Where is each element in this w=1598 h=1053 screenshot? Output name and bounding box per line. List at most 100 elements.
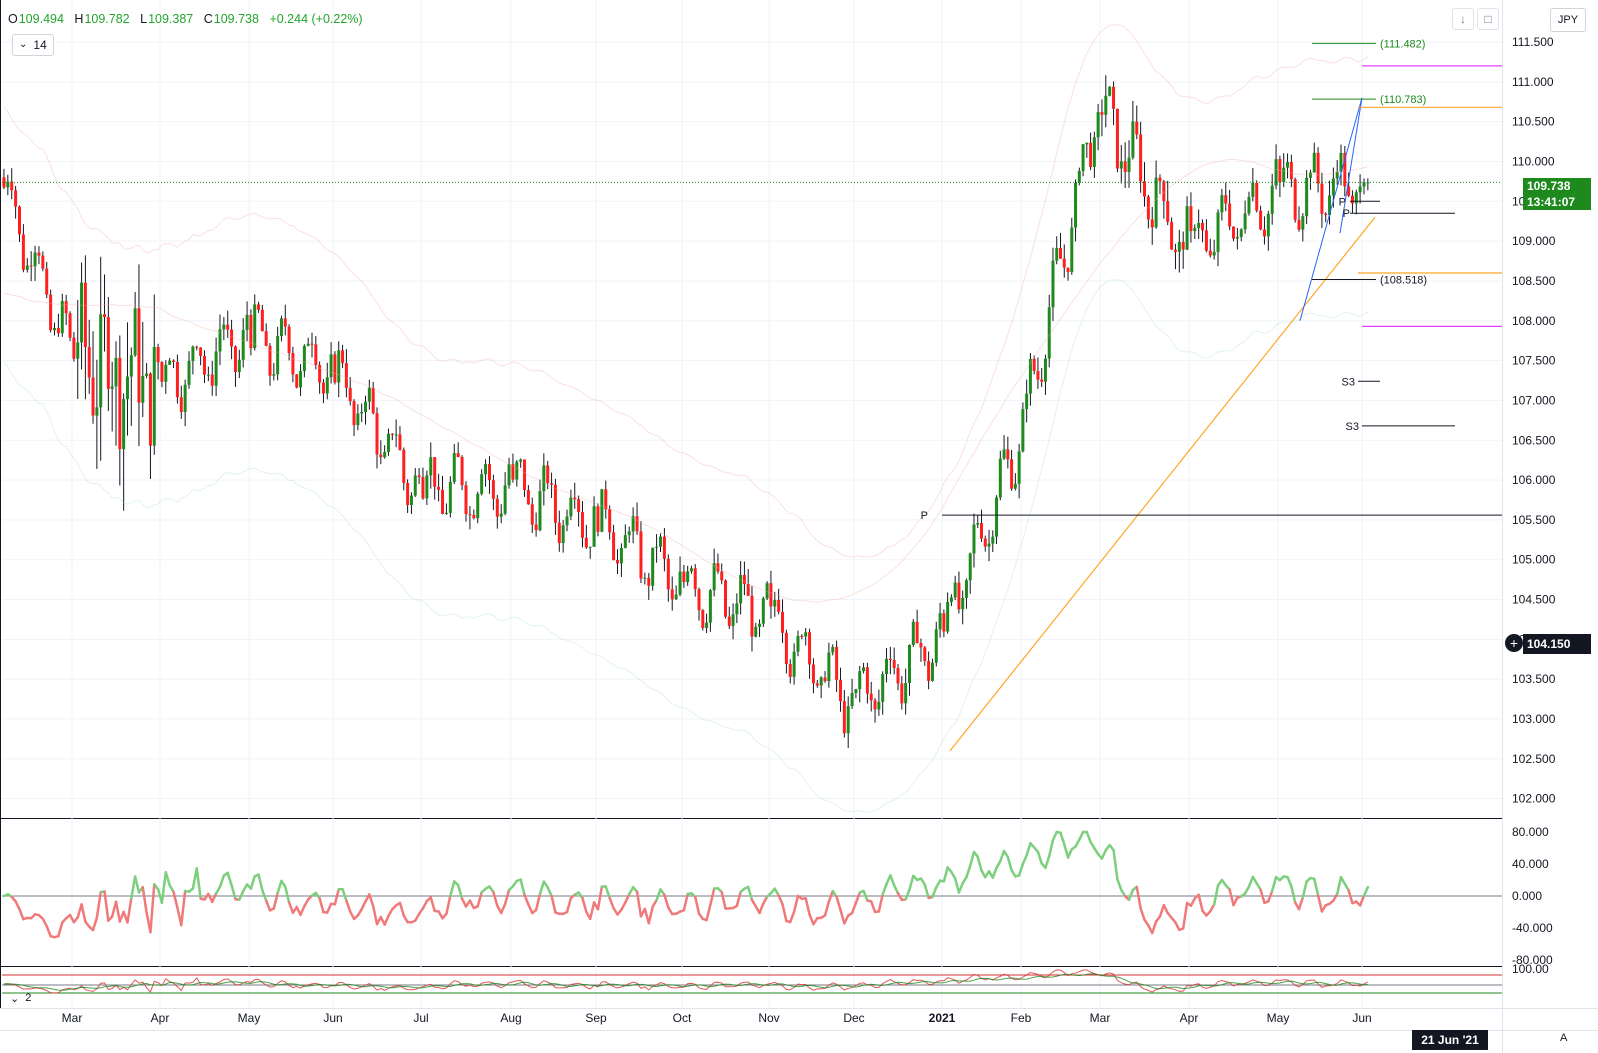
candle-up (1081, 144, 1085, 172)
oscillator-segment-negative (272, 891, 279, 910)
candle-up (651, 547, 655, 586)
candle-down (800, 635, 804, 637)
oscillator-segment-negative (527, 903, 534, 915)
candle-down (398, 434, 402, 450)
annotation-label: (111.482) (1380, 38, 1425, 50)
upper-band-line (3, 24, 1369, 558)
oscillator-segment-positive (995, 859, 1002, 870)
oscillator-segment-positive (1112, 848, 1119, 881)
candle-up (773, 599, 777, 607)
add-alert-icon[interactable]: + (1505, 634, 1523, 652)
candle-down (1170, 221, 1174, 250)
candle-up (1127, 157, 1131, 172)
candle-down (441, 489, 445, 514)
candle-down (230, 329, 234, 347)
fullscreen-icon[interactable]: □ (1477, 8, 1499, 30)
candle-down (318, 365, 322, 383)
candle-down (344, 363, 348, 388)
candle-up (114, 357, 118, 387)
candle-down (348, 387, 352, 402)
current-price-value: 109.738 (1527, 179, 1571, 193)
oscillator-2-legend[interactable]: ⌄ 2 (10, 992, 31, 1005)
oscillator-segment-negative (421, 899, 429, 910)
price-tick-label: 103.000 (1512, 712, 1556, 726)
oscillator-segment-negative (1181, 901, 1189, 930)
change-value: +0.244 (+0.22%) (269, 12, 363, 26)
candle-down (203, 356, 206, 375)
candle-up (1092, 137, 1096, 167)
candle-down (835, 646, 839, 680)
auto-scale-button[interactable]: A (1560, 1032, 1568, 1044)
candle-up (191, 346, 195, 361)
oscillator-segment-positive (546, 886, 553, 898)
candles (2, 75, 1370, 749)
annotation-label: (110.783) (1380, 94, 1426, 106)
candle-up (655, 546, 659, 548)
candle-up (712, 563, 716, 591)
oscillator-segment-negative (896, 892, 904, 902)
candle-up (1282, 167, 1286, 183)
download-icon[interactable]: ↓ (1452, 8, 1474, 30)
candle-up (1362, 182, 1366, 187)
oscillator-segment-positive (892, 884, 900, 895)
candle-down (727, 616, 731, 626)
candle-up (1017, 451, 1021, 484)
candle-down (437, 486, 441, 490)
oscillator-segment-negative (1189, 897, 1197, 907)
oscillator-segment-positive (953, 877, 961, 894)
candle-up (735, 603, 739, 615)
oscillator-segment-negative (667, 906, 674, 916)
candle-down (608, 509, 612, 533)
candle-down (226, 324, 230, 330)
oscillator-segment-negative (1158, 903, 1166, 918)
candle-down (456, 453, 460, 458)
candle-up (1119, 161, 1123, 169)
indicator-legend-toggle[interactable]: ⌄ 14 (12, 34, 54, 56)
candle-up (1243, 213, 1247, 230)
price-axis: 111.500111.000110.500110.000109.500109.0… (1512, 35, 1556, 806)
time-axis: Mar Apr May Jun Jul Aug Sep Oct Nov Dec 2021 Feb Mar… (62, 1011, 1372, 1025)
candle-up (804, 632, 808, 637)
candle-up (659, 536, 662, 547)
candle-up (754, 626, 758, 637)
candle-down (750, 595, 754, 637)
candle-up (413, 475, 417, 496)
oscillator-segment-positive (627, 885, 635, 896)
candle-down (1150, 219, 1154, 228)
candle-up (1131, 121, 1135, 158)
candle-down (91, 377, 95, 416)
oscillator-segment-negative (735, 890, 742, 908)
candle-down (892, 660, 896, 669)
oscillator-segment-negative (57, 921, 64, 938)
oscillator-segment-positive (130, 875, 137, 900)
oscillator-segment-negative (360, 900, 367, 911)
oscillator-segment-negative (804, 897, 811, 916)
candle-down (283, 318, 287, 327)
candle-up (731, 614, 735, 626)
candle-down (402, 449, 406, 484)
oscillator-segment-positive (935, 879, 942, 889)
candle-down (137, 308, 141, 403)
oscillator-segment-positive (1063, 843, 1070, 859)
oscillator-2-line (3, 969, 1369, 994)
price-tick-label: 108.500 (1512, 274, 1556, 288)
candle-down (1112, 86, 1116, 109)
open-value: 109.494 (18, 12, 64, 26)
candle-up (643, 577, 647, 579)
oscillator-segment-positive (950, 870, 957, 880)
crosshair-price-label: 104.150 (1523, 634, 1591, 654)
candle-up (6, 181, 10, 188)
oscillator-segment-negative (1267, 889, 1274, 903)
oscillator-segment-negative (492, 890, 499, 908)
candle-down (604, 489, 608, 510)
price-tick-label: 106.500 (1512, 433, 1556, 447)
candle-up (885, 658, 889, 675)
candle-down (577, 499, 581, 513)
currency-button[interactable]: JPY (1550, 8, 1586, 32)
oscillator-segment-positive (931, 886, 938, 899)
oscillator-2-tick-label: 100.00 (1512, 962, 1549, 976)
oscillator-segment-positive (1339, 875, 1347, 886)
oscillator-segment-positive (160, 871, 168, 904)
candle-up (325, 377, 329, 394)
